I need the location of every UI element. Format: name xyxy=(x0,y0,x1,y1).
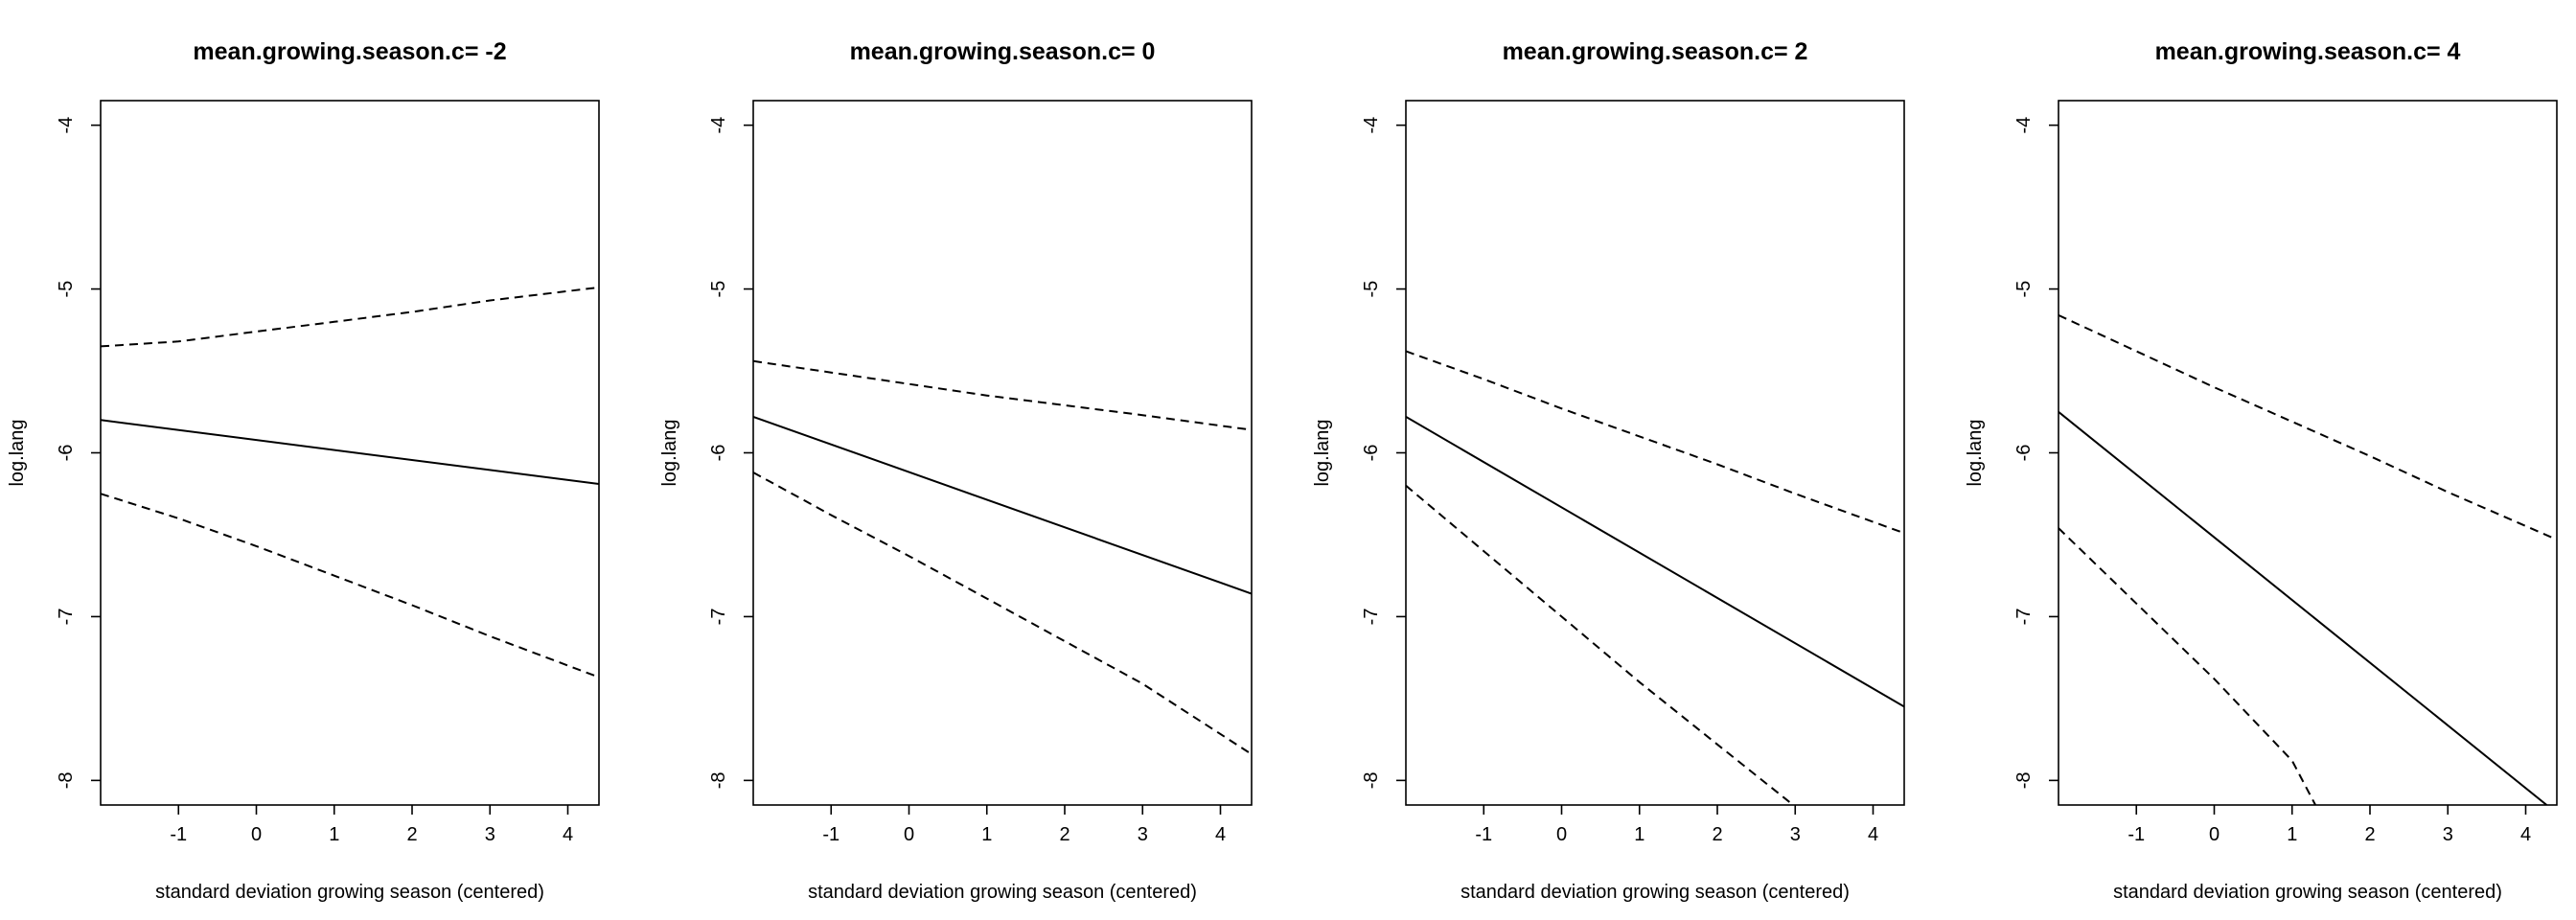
y-tick-label: -7 xyxy=(56,609,77,626)
x-tick-label: 2 xyxy=(406,824,417,845)
y-tick-label: -8 xyxy=(708,771,729,789)
series-group xyxy=(753,359,1252,755)
ci-upper-line xyxy=(2058,313,2557,541)
x-tick-label: -1 xyxy=(2128,824,2145,845)
y-tick-label: -7 xyxy=(2013,609,2035,626)
x-tick-label: 1 xyxy=(981,824,992,845)
ci-upper-line xyxy=(753,359,1252,431)
y-tick-label: -4 xyxy=(56,117,77,134)
estimate-line xyxy=(101,419,599,485)
y-tick-label: -5 xyxy=(708,281,729,298)
plot-frame xyxy=(752,100,1253,806)
y-tick-label: -7 xyxy=(1361,609,1382,626)
chart-panel: mean.growing.season.c= -2 -1 0 1 2 3 4 -4 -5 -6 -7… xyxy=(7,38,600,903)
x-tick-label: 2 xyxy=(1059,824,1070,845)
ci-lower-line xyxy=(753,472,1252,755)
y-tick-label: -4 xyxy=(708,117,729,134)
x-tick-label: -1 xyxy=(170,824,187,845)
x-axis-label: standard deviation growing season (cente… xyxy=(2113,882,2502,903)
x-tick-label: 0 xyxy=(904,824,914,845)
chart-title: mean.growing.season.c= 2 xyxy=(1503,38,1808,65)
y-axis-label: log.lang xyxy=(1965,419,1986,486)
y-tick-label: -8 xyxy=(1361,771,1382,789)
series-group xyxy=(1406,350,1904,805)
chart-panel: mean.growing.season.c= 2 -1 0 1 2 3 4 -4 -5 -6 -7 -… xyxy=(1312,38,1905,903)
x-tick-label: 3 xyxy=(485,824,495,845)
chart-title: mean.growing.season.c= 4 xyxy=(2155,38,2461,65)
x-tick-label: 3 xyxy=(1790,824,1801,845)
ci-upper-line xyxy=(101,286,599,348)
x-axis-label: standard deviation growing season (cente… xyxy=(155,882,544,903)
y-axis-label: log.lang xyxy=(1312,419,1333,486)
y-axis-label: log.lang xyxy=(659,419,680,486)
plot-frame xyxy=(1405,100,1905,806)
chart-panel: mean.growing.season.c= 0 -1 0 1 2 3 4 -4 -5 -6 -7 -… xyxy=(659,38,1253,903)
y-tick-label: -5 xyxy=(1361,281,1382,298)
series-group xyxy=(101,286,599,678)
y-tick-label: -7 xyxy=(708,609,729,626)
x-tick-label: 2 xyxy=(2364,824,2375,845)
y-tick-label: -6 xyxy=(1361,445,1382,462)
y-tick-label: -6 xyxy=(708,445,729,462)
ci-lower-line xyxy=(2058,527,2316,805)
y-tick-label: -4 xyxy=(2013,117,2035,134)
chart-title: mean.growing.season.c= -2 xyxy=(193,38,506,65)
x-tick-label: 4 xyxy=(2520,824,2531,845)
series-group xyxy=(2058,313,2557,805)
chart-title: mean.growing.season.c= 0 xyxy=(850,38,1156,65)
x-tick-label: 1 xyxy=(1634,824,1644,845)
x-tick-label: -1 xyxy=(822,824,840,845)
x-tick-label: 0 xyxy=(251,824,262,845)
x-tick-label: 2 xyxy=(1712,824,1722,845)
estimate-line xyxy=(2058,411,2548,805)
x-tick-label: 0 xyxy=(2209,824,2220,845)
estimate-line xyxy=(1406,416,1904,708)
ci-upper-line xyxy=(1406,350,1904,535)
x-tick-label: 4 xyxy=(1215,824,1226,845)
ci-lower-line xyxy=(1406,484,1795,805)
y-tick-label: -8 xyxy=(56,771,77,789)
x-tick-label: 4 xyxy=(1868,824,1878,845)
x-tick-label: 3 xyxy=(1138,824,1148,845)
x-tick-label: 1 xyxy=(329,824,339,845)
y-tick-label: -6 xyxy=(56,445,77,462)
y-tick-label: -6 xyxy=(2013,445,2035,462)
y-tick-label: -5 xyxy=(56,281,77,298)
y-axis-label: log.lang xyxy=(7,419,28,486)
x-tick-label: 3 xyxy=(2443,824,2453,845)
estimate-line xyxy=(753,415,1252,595)
y-tick-label: -5 xyxy=(2013,281,2035,298)
x-axis-label: standard deviation growing season (cente… xyxy=(1460,882,1850,903)
chart-panel: mean.growing.season.c= 4 -1 0 1 2 3 4 -4 -5 -6 -7 -… xyxy=(1965,38,2558,903)
plot-frame xyxy=(2058,100,2558,806)
y-tick-label: -4 xyxy=(1361,117,1382,134)
x-tick-label: 0 xyxy=(1556,824,1567,845)
y-tick-label: -8 xyxy=(2013,771,2035,789)
x-tick-label: 1 xyxy=(2287,824,2297,845)
x-tick-label: -1 xyxy=(1475,824,1492,845)
x-tick-label: 4 xyxy=(563,824,573,845)
x-axis-label: standard deviation growing season (cente… xyxy=(808,882,1197,903)
ci-lower-line xyxy=(101,493,599,678)
